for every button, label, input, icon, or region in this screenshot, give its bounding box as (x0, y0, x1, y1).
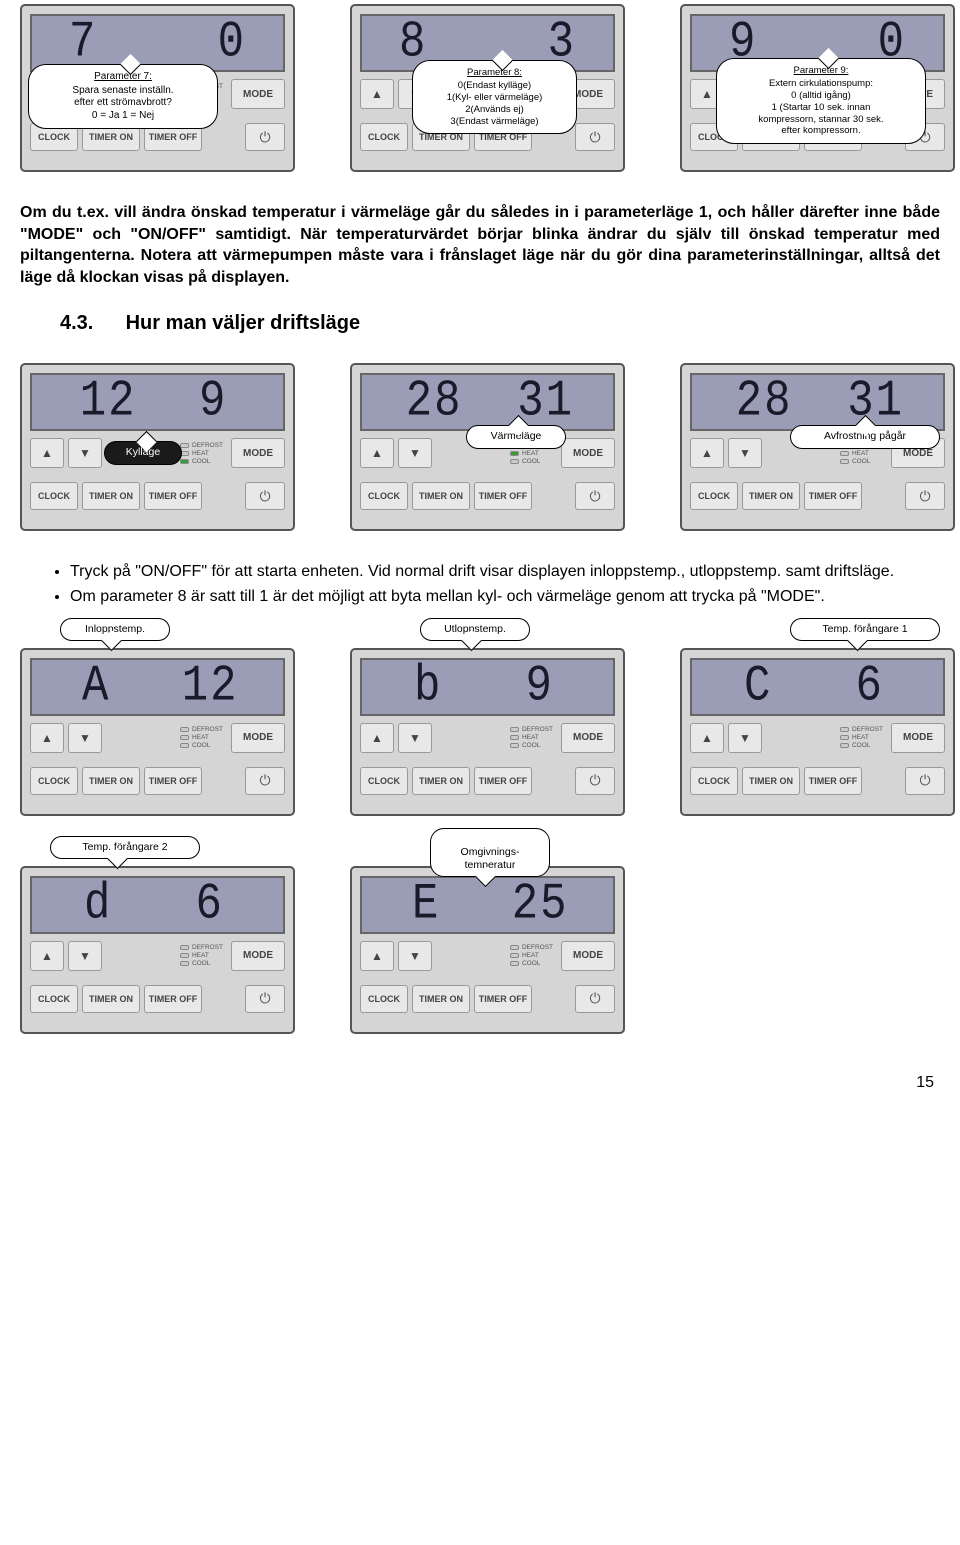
power-button[interactable]: ⏻ (575, 767, 615, 795)
down-button[interactable]: ▼ (398, 723, 432, 753)
panel-row-temps-1: Inloppstemp. A 12 ▲ ▼ DEFROST HEAT COOL … (20, 648, 940, 816)
panel-param-9: 9 . 0 ▲ ▼ DEFROST HEAT COOL MODE CLOCK T… (680, 4, 955, 172)
timer-on-button[interactable]: TIMER ON (82, 767, 140, 795)
lcd-display: 12 9 (30, 373, 285, 431)
mode-button[interactable]: MODE (561, 941, 615, 971)
up-button[interactable]: ▲ (30, 941, 64, 971)
clock-button[interactable]: CLOCK (360, 985, 408, 1013)
bullet-item: Om parameter 8 är satt till 1 är det möj… (70, 586, 940, 608)
timer-off-button[interactable]: TIMER OFF (144, 985, 202, 1013)
timer-on-button[interactable]: TIMER ON (412, 985, 470, 1013)
paragraph-main: Om du t.ex. vill ändra önskad temperatur… (20, 202, 940, 288)
down-button[interactable]: ▼ (398, 438, 432, 468)
mode-button[interactable]: MODE (231, 438, 285, 468)
down-button[interactable]: ▼ (398, 941, 432, 971)
panel-temp-forangare-2: Temp. förångare 2 d 6 ▲ ▼ DEFROST HEAT C… (20, 866, 295, 1034)
mode-button[interactable]: MODE (231, 723, 285, 753)
panel-row-temps-2: Temp. förångare 2 d 6 ▲ ▼ DEFROST HEAT C… (20, 866, 940, 1034)
mode-button[interactable]: MODE (561, 723, 615, 753)
callout-param-9: Parameter 9: Extern cirkulationspump: 0 … (716, 58, 926, 144)
clock-button[interactable]: CLOCK (30, 767, 78, 795)
bullet-item: Tryck på "ON/OFF" för att starta enheten… (70, 561, 940, 583)
down-button[interactable]: ▼ (728, 438, 762, 468)
mode-button[interactable]: MODE (231, 79, 285, 109)
clock-button[interactable]: CLOCK (30, 482, 78, 510)
panel-avfrostning: 28 31 ▲ ▼ DEFROST HEAT COOL MODE CLOCK T… (680, 363, 955, 531)
clock-button[interactable]: CLOCK (30, 985, 78, 1013)
timer-on-button[interactable]: TIMER ON (742, 482, 800, 510)
panel-param-8: 8 . 3 ▲ ▼ DEFROST HEAT COOL MODE CLOCK T… (350, 4, 625, 172)
down-button[interactable]: ▼ (68, 941, 102, 971)
page-number: 15 (20, 1074, 940, 1092)
callout-temp-forangare-2: Temp. förångare 2 (50, 836, 200, 859)
panel-temp-forangare-1: Temp. förångare 1 C 6 ▲ ▼ DEFROST HEAT C… (680, 648, 955, 816)
mode-button[interactable]: MODE (891, 723, 945, 753)
panel-utloppstemp: Utloppstemp. b 9 ▲ ▼ DEFROST HEAT COOL M… (350, 648, 625, 816)
down-button[interactable]: ▼ (68, 438, 102, 468)
up-button[interactable]: ▲ (30, 723, 64, 753)
timer-off-button[interactable]: TIMER OFF (474, 985, 532, 1013)
up-button[interactable]: ▲ (30, 438, 64, 468)
panel-row-parameters: 7 . 0 ▲ ▼ DEFROST HEAT COOL MODE CLOCK T… (20, 4, 940, 172)
up-button[interactable]: ▲ (360, 941, 394, 971)
up-button[interactable]: ▲ (360, 438, 394, 468)
power-button[interactable]: ⏻ (575, 985, 615, 1013)
section-title: Hur man väljer driftsläge (126, 312, 361, 334)
callout-avfrostning: Avfrostning pågår (790, 425, 940, 448)
callout-inloppstemp: Inloppstemp. (60, 618, 170, 641)
up-button[interactable]: ▲ (360, 79, 394, 109)
power-button[interactable]: ⏻ (245, 482, 285, 510)
power-button[interactable]: ⏻ (575, 123, 615, 151)
timer-on-button[interactable]: TIMER ON (412, 767, 470, 795)
callout-varmelage: Värmeläge (466, 425, 566, 448)
panel-row-modes: 12 9 ▲ ▼ DEFROST HEAT COOL MODE CLOCK TI… (20, 363, 940, 531)
timer-off-button[interactable]: TIMER OFF (474, 482, 532, 510)
timer-on-button[interactable]: TIMER ON (82, 482, 140, 510)
section-heading: 4.3. Hur man väljer driftsläge (60, 312, 940, 335)
panel-kyllage: 12 9 ▲ ▼ DEFROST HEAT COOL MODE CLOCK TI… (20, 363, 295, 531)
power-button[interactable]: ⏻ (905, 767, 945, 795)
up-button[interactable]: ▲ (690, 438, 724, 468)
callout-param-7: Parameter 7: Spara senaste inställn. eft… (28, 64, 218, 129)
power-button[interactable]: ⏻ (245, 985, 285, 1013)
timer-on-button[interactable]: TIMER ON (412, 482, 470, 510)
timer-off-button[interactable]: TIMER OFF (804, 767, 862, 795)
power-button[interactable]: ⏻ (245, 767, 285, 795)
mode-button[interactable]: MODE (231, 941, 285, 971)
panel-varmelage: 28 31 ▲ ▼ DEFROST HEAT COOL MODE CLOCK T… (350, 363, 625, 531)
callout-omgivningstemp: Omgivnings- temperatur (430, 828, 550, 877)
clock-button[interactable]: CLOCK (690, 767, 738, 795)
power-button[interactable]: ⏻ (245, 123, 285, 151)
callout-temp-forangare-1: Temp. förångare 1 (790, 618, 940, 641)
down-button[interactable]: ▼ (728, 723, 762, 753)
mode-button[interactable]: MODE (561, 438, 615, 468)
clock-button[interactable]: CLOCK (690, 482, 738, 510)
panel-inloppstemp: Inloppstemp. A 12 ▲ ▼ DEFROST HEAT COOL … (20, 648, 295, 816)
up-button[interactable]: ▲ (360, 723, 394, 753)
callout-kyllage: Kylläge (104, 441, 182, 464)
clock-button[interactable]: CLOCK (360, 767, 408, 795)
clock-button[interactable]: CLOCK (360, 123, 408, 151)
timer-off-button[interactable]: TIMER OFF (144, 482, 202, 510)
callout-utloppstemp: Utloppstemp. (420, 618, 530, 641)
down-button[interactable]: ▼ (68, 723, 102, 753)
panel-omgivningstemp: Omgivnings- temperatur E 25 ▲ ▼ DEFROST … (350, 866, 625, 1034)
callout-param-8: Parameter 8: 0(Endast kylläge) 1(Kyl- el… (412, 60, 577, 134)
timer-off-button[interactable]: TIMER OFF (474, 767, 532, 795)
bullet-list: Tryck på "ON/OFF" för att starta enheten… (70, 561, 940, 607)
timer-off-button[interactable]: TIMER OFF (804, 482, 862, 510)
power-button[interactable]: ⏻ (905, 482, 945, 510)
up-button[interactable]: ▲ (690, 723, 724, 753)
timer-on-button[interactable]: TIMER ON (82, 985, 140, 1013)
clock-button[interactable]: CLOCK (360, 482, 408, 510)
timer-off-button[interactable]: TIMER OFF (144, 767, 202, 795)
lcd-digit-right: 0 (217, 14, 247, 72)
section-number: 4.3. (60, 312, 120, 335)
power-button[interactable]: ⏻ (575, 482, 615, 510)
panel-param-7: 7 . 0 ▲ ▼ DEFROST HEAT COOL MODE CLOCK T… (20, 4, 295, 172)
timer-on-button[interactable]: TIMER ON (742, 767, 800, 795)
